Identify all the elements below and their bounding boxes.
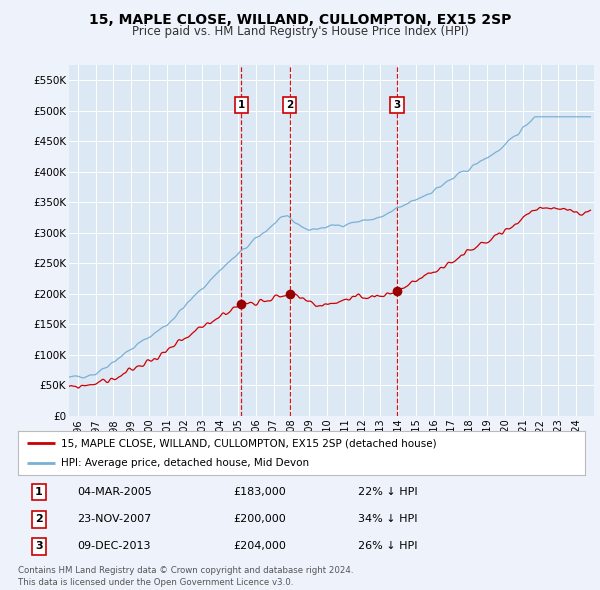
Text: 15, MAPLE CLOSE, WILLAND, CULLOMPTON, EX15 2SP: 15, MAPLE CLOSE, WILLAND, CULLOMPTON, EX… bbox=[89, 13, 511, 27]
Text: 3: 3 bbox=[35, 542, 43, 552]
Text: 26% ↓ HPI: 26% ↓ HPI bbox=[358, 542, 418, 552]
Text: 04-MAR-2005: 04-MAR-2005 bbox=[77, 487, 152, 497]
Text: 1: 1 bbox=[238, 100, 245, 110]
Text: 2: 2 bbox=[286, 100, 293, 110]
Text: 09-DEC-2013: 09-DEC-2013 bbox=[77, 542, 151, 552]
Text: 15, MAPLE CLOSE, WILLAND, CULLOMPTON, EX15 2SP (detached house): 15, MAPLE CLOSE, WILLAND, CULLOMPTON, EX… bbox=[61, 438, 436, 448]
Text: 1: 1 bbox=[35, 487, 43, 497]
Text: Contains HM Land Registry data © Crown copyright and database right 2024.
This d: Contains HM Land Registry data © Crown c… bbox=[18, 566, 353, 587]
Text: 2: 2 bbox=[35, 514, 43, 524]
Text: 34% ↓ HPI: 34% ↓ HPI bbox=[358, 514, 418, 524]
Text: £204,000: £204,000 bbox=[233, 542, 286, 552]
Text: 22% ↓ HPI: 22% ↓ HPI bbox=[358, 487, 418, 497]
Text: 3: 3 bbox=[394, 100, 401, 110]
Text: £200,000: £200,000 bbox=[233, 514, 286, 524]
Text: HPI: Average price, detached house, Mid Devon: HPI: Average price, detached house, Mid … bbox=[61, 458, 308, 467]
Text: Price paid vs. HM Land Registry's House Price Index (HPI): Price paid vs. HM Land Registry's House … bbox=[131, 25, 469, 38]
Text: 23-NOV-2007: 23-NOV-2007 bbox=[77, 514, 152, 524]
Text: £183,000: £183,000 bbox=[233, 487, 286, 497]
